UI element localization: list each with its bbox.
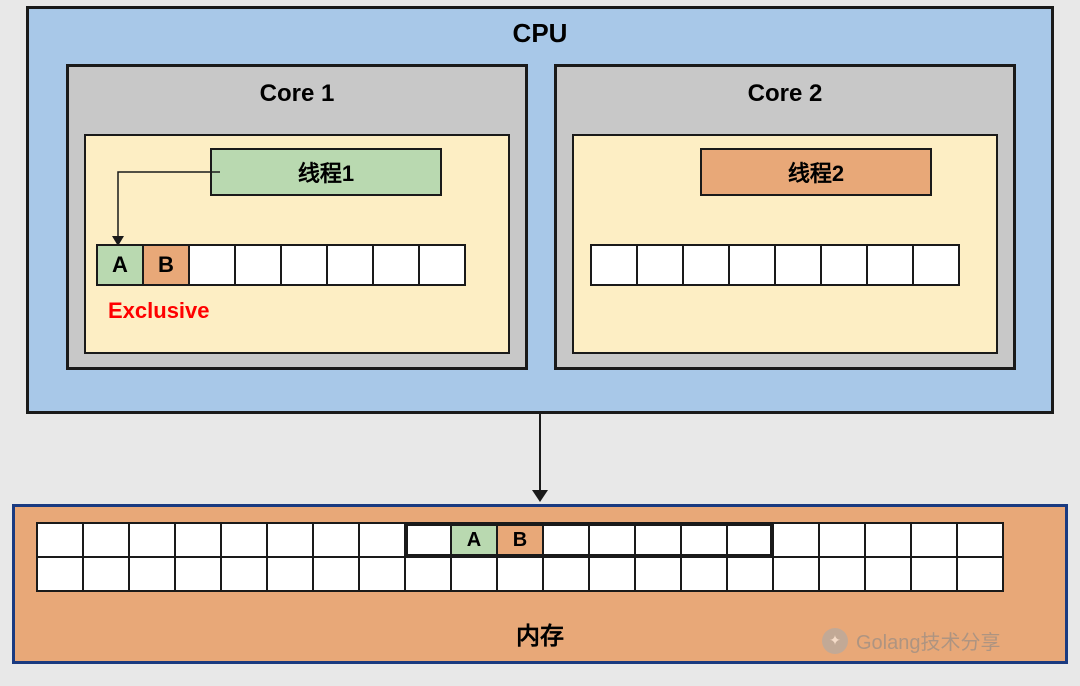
memory-cell: A xyxy=(450,522,498,558)
memory-cell xyxy=(128,556,176,592)
memory-cell xyxy=(266,522,314,558)
memory-cell xyxy=(818,522,866,558)
memory-cell xyxy=(542,522,590,558)
memory-cell xyxy=(82,522,130,558)
memory-cell xyxy=(910,556,958,592)
memory-cell xyxy=(634,556,682,592)
memory-cell xyxy=(174,556,222,592)
memory-cell xyxy=(496,556,544,592)
memory-cell xyxy=(404,522,452,558)
memory-cell xyxy=(772,522,820,558)
memory-cell xyxy=(864,522,912,558)
wechat-icon: ✦ xyxy=(822,628,848,654)
memory-grid: AB xyxy=(36,522,1004,592)
memory-cell xyxy=(36,556,84,592)
memory-cell xyxy=(588,556,636,592)
memory-cell xyxy=(174,522,222,558)
memory-cell xyxy=(726,522,774,558)
memory-row: AB xyxy=(36,522,1004,558)
memory-cell xyxy=(772,556,820,592)
memory-cell xyxy=(864,556,912,592)
memory-cell xyxy=(588,522,636,558)
memory-cell xyxy=(956,556,1004,592)
memory-cell xyxy=(358,556,406,592)
memory-cell xyxy=(404,556,452,592)
memory-cell xyxy=(312,522,360,558)
memory-cell xyxy=(82,556,130,592)
memory-cell xyxy=(956,522,1004,558)
memory-cell xyxy=(36,522,84,558)
memory-cell xyxy=(680,556,728,592)
memory-cell xyxy=(634,522,682,558)
memory-cell xyxy=(818,556,866,592)
memory-cell xyxy=(220,522,268,558)
memory-cell xyxy=(910,522,958,558)
diagram-canvas: CPU Core 1线程1ABExclusiveCore 2线程2 AB 内存 … xyxy=(0,0,1080,686)
memory-cell xyxy=(680,522,728,558)
watermark: ✦ Golang技术分享 xyxy=(822,626,1001,655)
memory-cell xyxy=(726,556,774,592)
memory-cell: B xyxy=(496,522,544,558)
memory-cell xyxy=(450,556,498,592)
memory-cell xyxy=(128,522,176,558)
memory-cell xyxy=(358,522,406,558)
memory-cell xyxy=(266,556,314,592)
memory-cell xyxy=(220,556,268,592)
watermark-text: Golang技术分享 xyxy=(856,626,1001,655)
memory-row xyxy=(36,556,1004,592)
memory-cell xyxy=(312,556,360,592)
memory-cell xyxy=(542,556,590,592)
